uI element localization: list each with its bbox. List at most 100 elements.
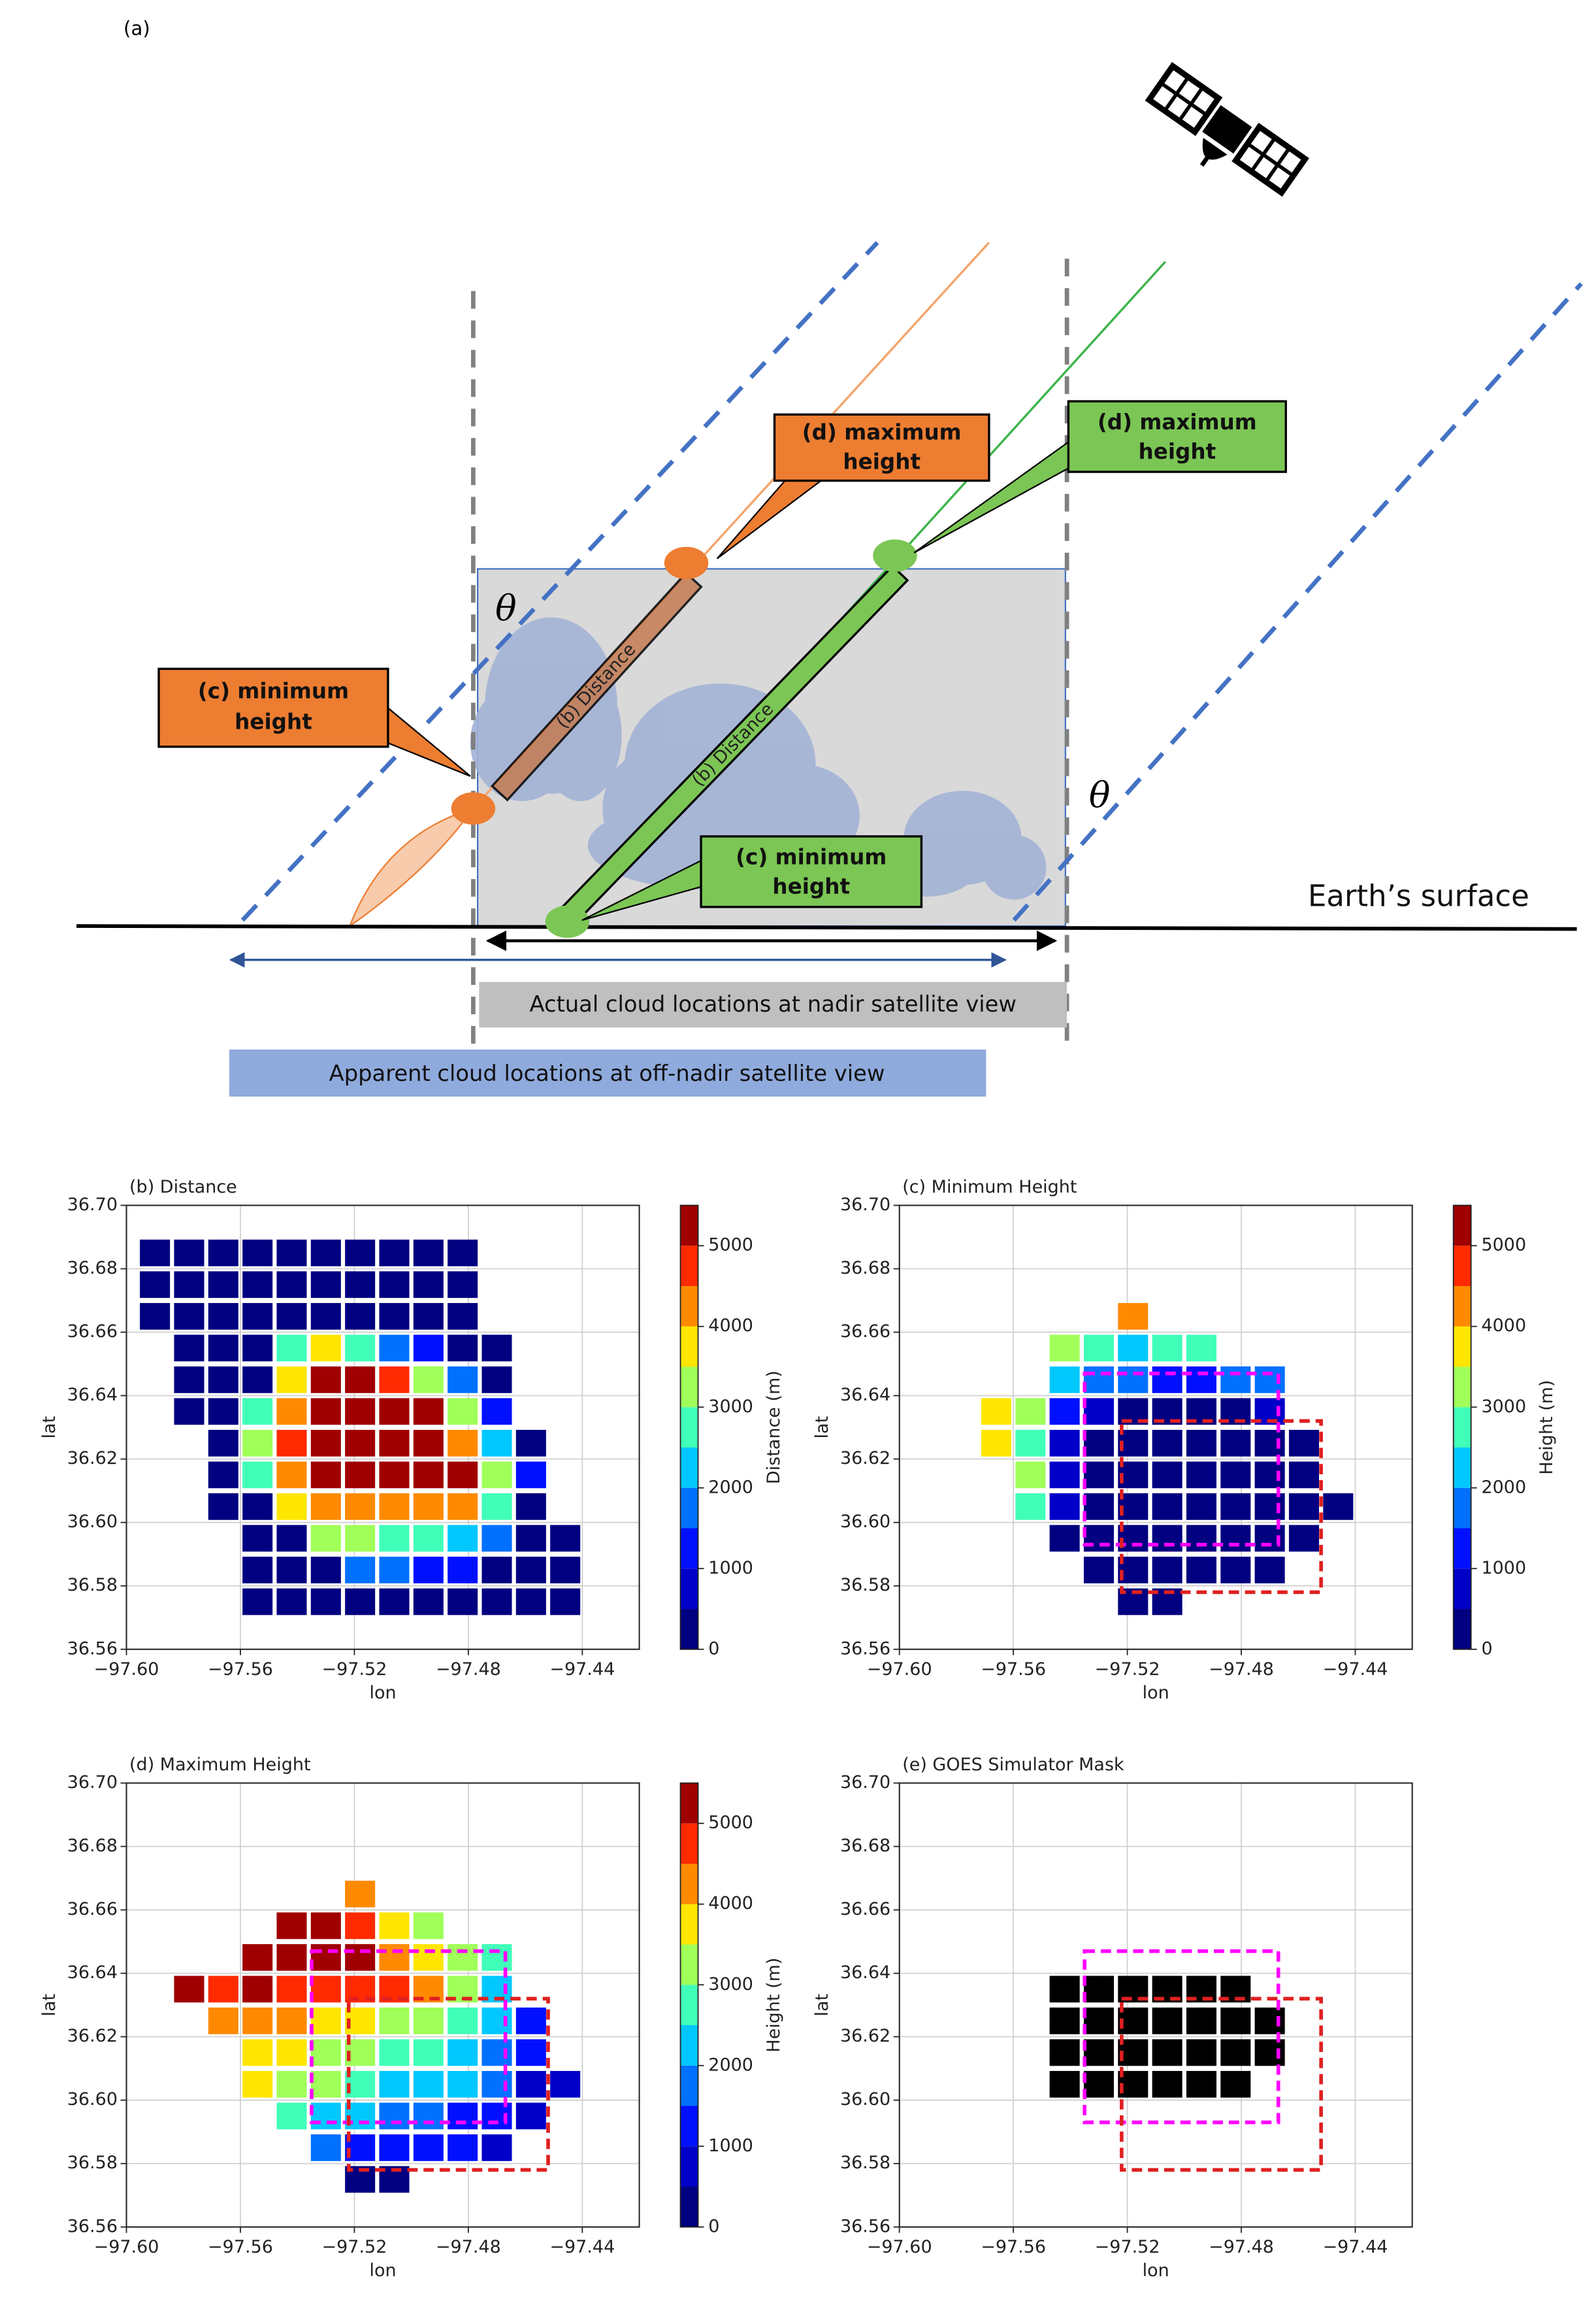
diagram: (a) (76, 17, 1583, 1097)
cell (550, 1557, 581, 1583)
callout-text: height (235, 710, 312, 735)
cell (208, 1366, 238, 1393)
cell (379, 1588, 410, 1615)
cell (174, 1366, 204, 1393)
cell (208, 1493, 238, 1520)
colorbar-tick-label: 2000 (1481, 1477, 1526, 1497)
cell (413, 1557, 444, 1583)
cell (310, 1557, 341, 1583)
cell (1186, 1557, 1217, 1583)
cell (1049, 1334, 1080, 1362)
cell (1152, 1461, 1182, 1489)
y-tick-label: 36.70 (840, 1772, 890, 1793)
cell (515, 1525, 546, 1552)
cell (1083, 1557, 1115, 1583)
cell (345, 1525, 376, 1552)
y-tick-label: 36.58 (840, 1575, 890, 1595)
colorbar-label: Height (m) (764, 1958, 784, 2053)
cell (1186, 2071, 1217, 2098)
cell (242, 1271, 273, 1298)
colorbar-segment (680, 1609, 698, 1649)
cell (276, 2102, 307, 2130)
cell (1083, 1461, 1115, 1489)
cell (1083, 1398, 1115, 1425)
axes-frame (898, 1782, 1413, 2228)
cell (1083, 2008, 1115, 2034)
panel-title: (b) Distance (129, 1177, 237, 1197)
panel-title: (c) Minimum Height (902, 1177, 1077, 1197)
cell (1152, 2071, 1182, 2098)
cell (413, 2039, 444, 2066)
x-tick-label: −97.56 (981, 2237, 1046, 2257)
cell (276, 2008, 307, 2034)
colorbar-segment (1453, 1487, 1471, 1529)
colorbar-segment (1453, 1246, 1471, 1286)
cell (1049, 1493, 1080, 1520)
cell (208, 1398, 238, 1425)
y-tick-label: 36.64 (67, 1385, 118, 1405)
cell (1015, 1398, 1046, 1425)
cell (379, 1334, 410, 1362)
cell (413, 1398, 444, 1425)
callout: (d) maximum height (716, 413, 990, 559)
colorbar-tick-label: 5000 (708, 1813, 753, 1833)
cell (276, 1588, 307, 1615)
y-tick-label: 36.60 (840, 2089, 890, 2109)
cell (310, 1912, 341, 1940)
cell (310, 1525, 341, 1552)
colorbar-segment (680, 1447, 698, 1488)
x-axis-label: lon (1143, 1683, 1169, 1703)
cell (448, 1493, 478, 1520)
cell (448, 1943, 478, 1971)
colorbar-segment (680, 1904, 698, 1945)
cell (379, 1912, 410, 1940)
cell (242, 1239, 273, 1266)
cell (1288, 1525, 1320, 1552)
plot-area (899, 1783, 1412, 2227)
cell (1152, 1525, 1182, 1552)
cell (413, 1366, 444, 1393)
cell (448, 1398, 478, 1425)
cell (515, 2102, 546, 2130)
cell (1152, 1334, 1182, 1362)
x-tick-label: −97.60 (94, 1659, 159, 1679)
cell (1083, 1525, 1115, 1552)
y-tick-label: 36.58 (840, 2153, 890, 2173)
colorbar-segment (680, 1407, 698, 1448)
cell (413, 1271, 444, 1298)
cell (345, 1271, 376, 1298)
colorbar-segment (1453, 1609, 1471, 1649)
cell (276, 1271, 307, 1298)
cell (413, 2102, 444, 2130)
cell (379, 2039, 410, 2066)
colorbar-frame (679, 1204, 699, 1650)
x-tick-label: −97.44 (1323, 1659, 1388, 1679)
y-tick-label: 36.56 (67, 1638, 118, 1659)
panel: −97.60 −97.56 −97.52 −97.48 −97.44 36.56 36.58… (812, 1177, 1557, 1703)
cell (310, 1366, 341, 1393)
cell (140, 1271, 171, 1298)
cell (1118, 1366, 1148, 1393)
cell (413, 1943, 444, 1971)
cell (1323, 1493, 1354, 1520)
y-tick-label: 36.62 (67, 1448, 118, 1468)
cell (448, 2134, 478, 2161)
cell (481, 1366, 512, 1393)
cell (448, 1302, 478, 1330)
cell (379, 2134, 410, 2161)
cell (208, 1302, 238, 1330)
callout-text: height (772, 874, 850, 899)
cell (448, 1239, 478, 1266)
cell (276, 1461, 307, 1489)
colorbar-tick-label: 0 (1481, 1638, 1492, 1659)
cell (345, 1493, 376, 1520)
cell (242, 1943, 273, 1971)
x-tick-label: −97.48 (436, 2237, 501, 2257)
cell (379, 2008, 410, 2034)
cell (515, 2039, 546, 2066)
cell (1254, 1461, 1285, 1489)
cell (481, 2039, 512, 2066)
cell (413, 1302, 444, 1330)
cell (276, 1976, 307, 2003)
cell (1220, 1430, 1251, 1457)
